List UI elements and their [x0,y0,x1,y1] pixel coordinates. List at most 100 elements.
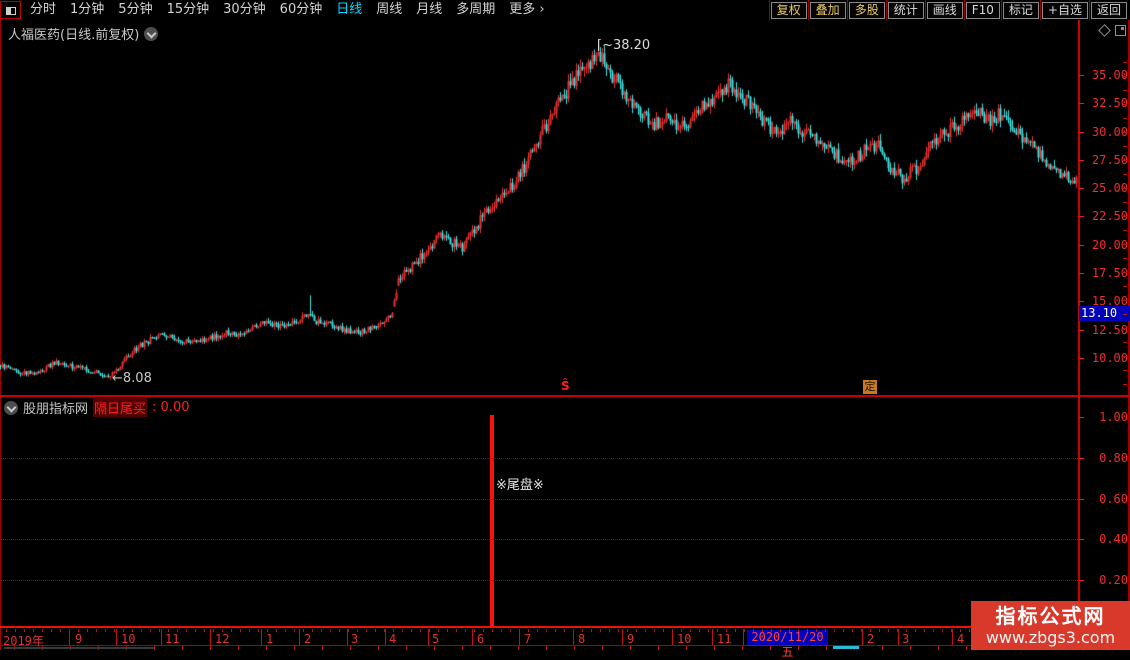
period-menu-item[interactable]: 周线 [376,2,403,17]
time-axis-minor-tick [240,629,241,632]
price-axis-minor-tick [1123,356,1127,357]
time-axis-minor-tick [861,629,862,632]
toolbar-button[interactable]: +自选 [1041,1,1088,19]
period-menu-item[interactable]: 30分钟 [223,2,266,17]
time-axis-minor-tick [330,629,331,632]
price-axis-label: 12.50 [1091,323,1128,337]
period-menu-item[interactable]: 月线 [416,2,443,17]
price-axis-tick [1079,188,1084,189]
time-axis-minor-tick [672,629,673,632]
chevron-down-icon[interactable] [4,400,18,415]
period-menu-item[interactable]: 15分钟 [166,2,210,17]
price-axis-minor-tick [1123,230,1127,231]
time-axis-month-label: 2 [867,632,875,646]
window-layout-button[interactable] [0,1,21,19]
indicator-gridline [0,539,1078,540]
indicator-name[interactable]: 隔日尾买 [93,398,148,417]
time-axis-minor-tick [15,629,16,632]
time-axis-minor-tick [807,629,808,632]
time-axis-minor-tick [213,629,214,632]
price-axis-minor-tick [1123,342,1127,343]
time-axis-separator [712,629,713,645]
period-menu-item[interactable]: 日线 [336,2,363,17]
price-axis-label: 32.50 [1091,96,1128,110]
toolbar-cell: 多股 [846,0,886,20]
period-menu-item[interactable]: 多周期 [456,2,496,17]
time-axis-minor-tick [627,629,628,632]
time-axis-minor-tick [483,629,484,632]
clipped-row-tick [518,646,519,650]
time-axis-minor-tick [168,629,169,632]
clipped-row-tick [770,646,771,650]
time-axis-minor-tick [681,629,682,632]
time-axis-month-label: 5 [432,632,440,646]
price-axis-tick [1079,330,1084,331]
time-axis-minor-tick [357,629,358,632]
time-axis-minor-tick [69,629,70,632]
indicator-gridline [0,458,1078,459]
time-axis-minor-tick [942,629,943,632]
time-axis-month-label: 9 [75,632,83,646]
time-axis-separator [299,629,300,645]
price-axis-minor-tick [1123,258,1127,259]
time-axis-minor-tick [663,629,664,632]
candlestick-chart-canvas[interactable] [0,20,1078,396]
time-axis-minor-tick [780,629,781,632]
time-axis-minor-tick [573,629,574,632]
time-axis-month-label: 11 [165,632,180,646]
time-axis-minor-tick [582,629,583,632]
time-axis-minor-tick [960,629,961,632]
clipped-cyan-remnant [833,646,859,649]
clipped-text-remnant [4,647,154,649]
price-axis-tick [1079,301,1084,302]
toolbar-button[interactable]: 统计 [887,1,924,19]
time-axis-minor-tick [51,629,52,632]
time-axis-minor-tick [789,629,790,632]
time-axis-month-label: 11 [717,632,732,646]
time-axis-minor-tick [834,629,835,632]
period-menu-item[interactable]: 5分钟 [118,2,153,17]
panel-divider[interactable] [0,395,1130,397]
clipped-row-tick [490,646,491,650]
toolbar-button[interactable]: 复权 [770,1,807,19]
price-axis-minor-tick [1123,104,1127,105]
time-axis-minor-tick [726,629,727,632]
indicator-axis-label: 1.00 [1099,410,1128,424]
time-axis-minor-tick [420,629,421,632]
price-axis-minor-tick [1123,132,1127,133]
selected-date-badge: 2020/11/20五 [747,630,828,659]
indicator-axis-label: 0.40 [1099,532,1128,546]
time-axis-minor-tick [537,629,538,632]
toolbar-button[interactable]: 画线 [926,1,963,19]
toolbar-button[interactable]: 标记 [1002,1,1039,19]
time-axis-minor-tick [753,629,754,632]
time-axis-minor-tick [195,629,196,632]
frame-right-line [1128,0,1130,650]
time-axis-minor-tick [825,629,826,632]
time-axis-minor-tick [60,629,61,632]
time-axis-minor-tick [285,629,286,632]
price-axis-minor-tick [1123,314,1127,315]
time-axis-minor-tick [177,629,178,632]
toolbar-button[interactable]: 返回 [1090,1,1127,19]
clipped-row-tick [434,646,435,650]
price-axis-label: 17.50 [1091,266,1128,280]
price-axis-tick [1079,358,1084,359]
toolbar-button[interactable]: F10 [965,1,1000,19]
panel-expand-icon[interactable] [1115,25,1126,36]
period-menu-item[interactable]: 更多 › [509,2,545,17]
time-axis-minor-tick [771,629,772,632]
price-axis-label: 35.00 [1091,68,1128,82]
time-axis-month-label: 12 [215,632,230,646]
period-menu-item[interactable]: 分时 [30,2,57,17]
time-axis-separator [952,629,953,645]
time-axis-minor-tick [123,629,124,632]
time-axis-minor-tick [384,629,385,632]
period-menu-item[interactable]: 1分钟 [70,2,105,17]
toolbar-button[interactable]: 叠加 [809,1,846,19]
time-axis-month-label: 7 [524,632,532,646]
toolbar-button[interactable]: 多股 [848,1,885,19]
chevron-down-icon[interactable] [144,26,159,41]
period-menu-item[interactable]: 60分钟 [279,2,323,17]
price-axis-tick [1079,273,1084,274]
